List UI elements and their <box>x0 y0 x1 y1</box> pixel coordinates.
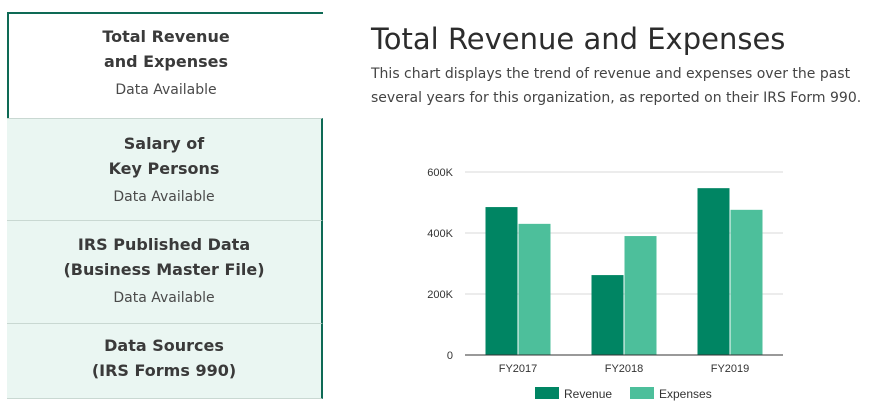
tab-status: Data Available <box>113 290 215 306</box>
tab-title: Total Revenue and Expenses <box>102 27 230 71</box>
legend-label-expenses: Expenses <box>659 387 712 401</box>
bar-expenses-fy2017 <box>518 223 551 355</box>
x-tick-label: FY2018 <box>605 363 644 375</box>
tab-total-revenue-and-expenses[interactable]: Total Revenue and Expenses Data Availabl… <box>7 12 325 118</box>
bar-expenses-fy2019 <box>730 209 763 355</box>
tab-data-sources[interactable]: Data Sources (IRS Forms 990) <box>7 323 323 399</box>
tab-title: Salary of Key Persons <box>108 134 220 178</box>
legend-label-revenue: Revenue <box>564 387 612 401</box>
revenue-expenses-chart: 0 200K 400K 600K FY2017 FY2018 FY2019 Revenue Ex… <box>427 167 783 401</box>
legend-swatch-expenses <box>630 387 654 399</box>
x-tick-label: FY2017 <box>499 363 538 375</box>
y-tick-label: 0 <box>447 350 453 362</box>
page-description: This chart displays the trend of revenue… <box>371 66 862 106</box>
y-tick-label: 200K <box>427 289 453 301</box>
tab-status: Data Available <box>113 189 215 205</box>
bar-revenue-fy2019 <box>697 188 730 355</box>
bar-revenue-fy2017 <box>485 207 518 355</box>
tab-irs-published-data[interactable]: IRS Published Data (Business Master File… <box>7 220 323 323</box>
bar-revenue-fy2018 <box>591 275 624 355</box>
sidebar: Total Revenue and Expenses Data Availabl… <box>7 12 325 399</box>
tab-title: Data Sources (IRS Forms 990) <box>91 336 237 380</box>
tab-status: Data Available <box>115 82 217 98</box>
tab-salary-of-key-persons[interactable]: Salary of Key Persons Data Available <box>7 118 323 220</box>
page-title: Total Revenue and Expenses <box>371 22 786 56</box>
y-tick-label: 600K <box>427 167 453 179</box>
y-tick-label: 400K <box>427 228 453 240</box>
tab-title: IRS Published Data (Business Master File… <box>63 235 265 279</box>
x-tick-label: FY2019 <box>711 363 750 375</box>
bar-expenses-fy2018 <box>624 236 657 355</box>
legend-swatch-revenue <box>535 387 559 399</box>
